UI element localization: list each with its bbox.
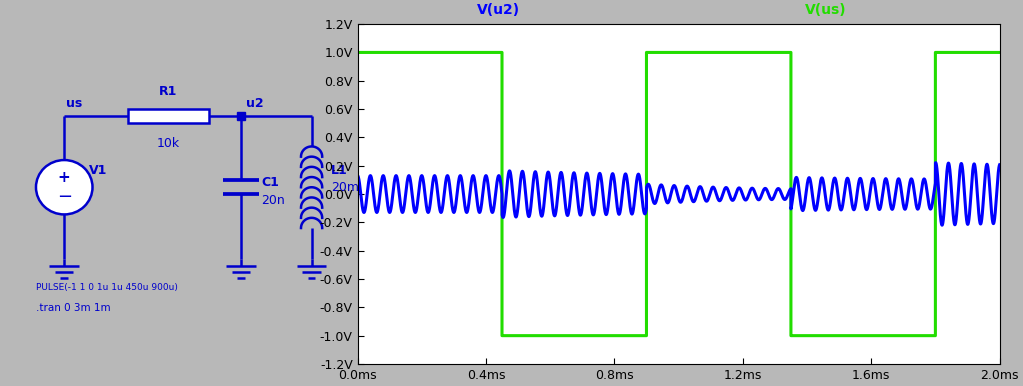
Text: R1: R1 — [160, 85, 178, 98]
Text: C1: C1 — [262, 176, 279, 189]
Text: V1: V1 — [89, 164, 107, 177]
Bar — [128, 109, 209, 123]
Text: PULSE(-1 1 0 1u 1u 450u 900u): PULSE(-1 1 0 1u 1u 450u 900u) — [36, 283, 178, 292]
Text: 10k: 10k — [157, 137, 180, 150]
Text: L1: L1 — [331, 164, 348, 177]
Text: V(us): V(us) — [805, 3, 847, 17]
Text: −: − — [56, 188, 72, 206]
Text: u2: u2 — [247, 97, 264, 110]
Text: 20n: 20n — [262, 194, 285, 207]
Text: V(u2): V(u2) — [477, 3, 521, 17]
Text: us: us — [66, 97, 82, 110]
Text: .tran 0 3m 1m: .tran 0 3m 1m — [36, 303, 110, 313]
Text: 20m: 20m — [331, 181, 359, 194]
Text: +: + — [58, 169, 71, 185]
Circle shape — [36, 160, 92, 215]
